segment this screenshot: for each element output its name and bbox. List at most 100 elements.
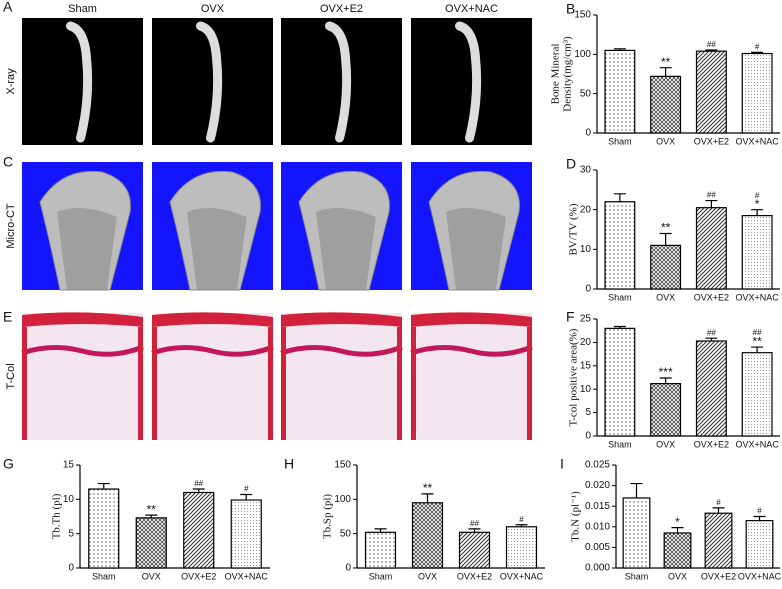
y-tick-label: 0: [585, 284, 591, 295]
bar: [135, 517, 167, 569]
y-tick-label: 150: [334, 460, 351, 471]
bar: [604, 201, 636, 290]
y-axis-label: Bone Mineral: [550, 44, 562, 105]
error-bar: [468, 528, 481, 533]
bar: [650, 244, 682, 290]
error-bar: [659, 232, 672, 246]
error-bar: [659, 67, 672, 77]
growth-plate: [151, 344, 274, 357]
y-tick-label: 0.015: [585, 501, 610, 512]
cortex-right: [527, 327, 532, 440]
panel-letter: B: [566, 1, 575, 17]
red-band: [411, 312, 532, 327]
error-bar: [613, 193, 626, 202]
x-tick-label: OVX+NAC: [225, 571, 269, 581]
y-tick-label: 0.005: [585, 542, 610, 553]
significance: *: [755, 197, 760, 211]
bar: [88, 488, 120, 569]
y-tick-label: 50: [340, 528, 352, 539]
bone-shape: [196, 21, 223, 143]
x-tick-label: OVX+NAC: [735, 292, 779, 302]
bar: [741, 215, 773, 290]
red-band: [281, 312, 402, 327]
bone-shape: [455, 21, 482, 143]
trabecular: [57, 208, 117, 290]
y-axis-label: Density(mg/cm³): [562, 36, 574, 112]
x-tick-label: OVX+E2: [694, 292, 729, 302]
histology-image: [411, 313, 532, 440]
y-tick-label: 10: [580, 244, 592, 255]
x-tick-label: OVX: [656, 292, 675, 302]
bar: [230, 499, 262, 569]
error-bar: [705, 199, 718, 208]
row-label: Micro-CT: [5, 203, 17, 248]
significance: #: [519, 515, 524, 524]
cortex-right: [268, 327, 273, 440]
histology-image: [281, 313, 402, 440]
cortex-right: [397, 327, 402, 440]
cortex-left: [22, 327, 27, 440]
y-tick-label: 150: [574, 10, 591, 21]
y-axis-label: Tb.Th (pl): [50, 493, 62, 539]
y-tick-label: 15: [580, 360, 592, 371]
y-tick-label: 100: [334, 494, 351, 505]
bar: [458, 531, 491, 569]
error-bar: [753, 515, 766, 521]
x-tick-label: Sham: [92, 571, 116, 581]
x-tick-label: OVX+NAC: [735, 136, 779, 146]
bar: [695, 340, 727, 437]
y-axis-label: Tb.N (pl⁻¹): [570, 491, 582, 542]
x-tick-label: OVX: [656, 439, 675, 449]
bar: [745, 520, 774, 569]
significance: **: [661, 221, 671, 235]
bar: [650, 382, 682, 437]
bone-shape: [325, 21, 352, 143]
significance: **: [752, 334, 762, 348]
y-tick-label: 20: [580, 204, 592, 215]
panel-letter: E: [3, 309, 12, 325]
significance: #: [757, 507, 762, 516]
error-bar: [751, 346, 764, 353]
x-tick-label: OVX+NAC: [500, 571, 544, 581]
trabecular: [187, 208, 247, 290]
x-tick-label: OVX: [668, 571, 687, 581]
error-bar: [705, 337, 718, 341]
y-tick-label: 5: [68, 528, 74, 539]
bar: [695, 207, 727, 290]
error-bar: [613, 48, 626, 51]
error-bar: [705, 49, 718, 52]
panel-letter: I: [560, 456, 564, 472]
x-tick-label: OVX: [656, 136, 675, 146]
error-bar: [421, 493, 434, 503]
bar: [663, 532, 692, 569]
bar: [695, 50, 727, 134]
significance: *: [675, 515, 680, 529]
bar: [704, 512, 733, 569]
significance: ##: [194, 479, 203, 488]
red-band: [152, 312, 273, 327]
panel-letter: G: [3, 456, 14, 472]
panel-letter: F: [566, 309, 575, 325]
y-axis-label: T-col positive area(%): [567, 328, 579, 426]
x-tick-label: Sham: [608, 136, 632, 146]
bar: [604, 327, 636, 437]
trabecular: [316, 208, 376, 290]
y-tick-label: 50: [580, 88, 592, 99]
significance: ***: [659, 365, 673, 379]
y-axis-label: Tb.Sp (pl): [322, 494, 334, 540]
error-bar: [374, 528, 387, 533]
significance: **: [147, 502, 157, 516]
growth-plate: [410, 344, 533, 357]
error-bar: [97, 482, 110, 490]
y-tick-label: 30: [580, 165, 592, 176]
column-header: OVX+E2: [320, 3, 363, 15]
x-tick-label: OVX+E2: [701, 571, 736, 581]
significance: ##: [707, 191, 716, 200]
x-tick-label: OVX+E2: [694, 136, 729, 146]
y-tick-label: 10: [63, 494, 75, 505]
x-tick-label: OVX+NAC: [738, 571, 782, 581]
error-bar: [613, 325, 626, 329]
x-tick-label: Sham: [625, 571, 649, 581]
error-bar: [671, 527, 684, 533]
